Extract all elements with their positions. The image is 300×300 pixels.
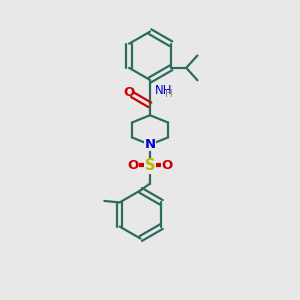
Text: O: O xyxy=(123,86,134,99)
Text: N: N xyxy=(144,138,156,151)
Text: O: O xyxy=(161,159,173,172)
Text: S: S xyxy=(145,158,155,173)
Text: H: H xyxy=(165,89,173,99)
Text: NH: NH xyxy=(155,85,173,98)
Text: O: O xyxy=(127,159,139,172)
